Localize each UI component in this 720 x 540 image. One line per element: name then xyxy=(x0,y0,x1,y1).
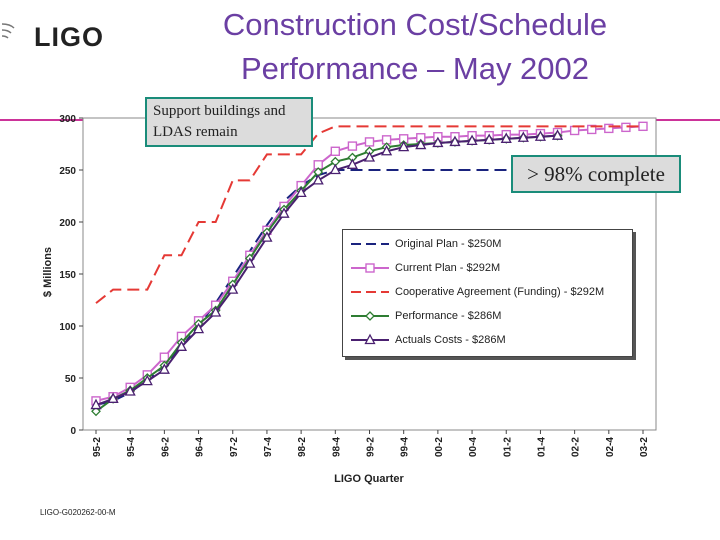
data-point xyxy=(551,129,564,140)
data-point xyxy=(365,263,375,273)
data-point xyxy=(517,131,529,142)
legend-item: Performance - $286M xyxy=(349,306,631,326)
y-tick-label: 200 xyxy=(59,218,76,229)
data-point xyxy=(381,144,393,156)
legend-item: Actuals Costs - $286M xyxy=(349,330,631,350)
callout-complete: > 98% complete xyxy=(511,155,681,193)
legend-swatch xyxy=(351,263,389,273)
y-tick-label: 50 xyxy=(65,374,77,385)
series-line xyxy=(95,169,558,407)
x-tick-label: 98-4 xyxy=(331,437,342,457)
data-point xyxy=(638,121,648,132)
logo-text: LIGO xyxy=(34,22,104,52)
page-title: Construction Cost/Schedule Performance –… xyxy=(150,3,680,91)
callout-buildings: Support buildings and LDAS remain xyxy=(145,97,313,147)
data-point xyxy=(347,141,358,151)
x-tick-label: 02-2 xyxy=(571,437,582,457)
x-tick-label: 96-4 xyxy=(195,437,206,457)
x-tick-label: 01-2 xyxy=(502,437,513,457)
data-point xyxy=(346,158,358,169)
x-tick-label: 99-2 xyxy=(366,437,377,457)
data-point xyxy=(90,398,102,410)
data-point xyxy=(534,130,547,141)
data-point xyxy=(124,385,136,396)
x-tick-label: 97-2 xyxy=(229,437,240,457)
legend-item: Original Plan - $250M xyxy=(349,234,631,254)
data-point xyxy=(295,186,307,198)
title-line-1: Construction Cost/Schedule xyxy=(222,7,608,42)
y-tick-label: 300 xyxy=(59,114,76,125)
legend-label: Actuals Costs - $286M xyxy=(395,334,506,346)
legend-swatch xyxy=(351,291,389,293)
data-point xyxy=(329,163,341,175)
ligo-logo xyxy=(0,22,34,61)
data-point xyxy=(141,374,153,386)
series-0 xyxy=(95,169,558,407)
legend-item: Cooperative Agreement (Funding) - $292M xyxy=(349,282,631,302)
data-point xyxy=(398,140,410,152)
legend-label: Original Plan - $250M xyxy=(395,238,502,250)
title-line-2: Performance – May 2002 xyxy=(240,51,590,86)
legend-label: Cooperative Agreement (Funding) - $292M xyxy=(395,286,605,298)
data-point xyxy=(449,135,461,147)
data-point xyxy=(107,392,119,403)
y-tick-label: 150 xyxy=(59,270,76,281)
data-point xyxy=(365,311,375,321)
x-tick-label: 01-4 xyxy=(536,437,547,457)
chart-legend: Original Plan - $250M Current Plan - $29… xyxy=(342,229,633,357)
y-axis-label: $ Millions xyxy=(42,247,54,297)
data-point xyxy=(261,231,273,242)
x-tick-label: 99-4 xyxy=(400,437,411,457)
x-tick-label: 02-4 xyxy=(605,437,616,457)
legend-item: Current Plan - $292M xyxy=(349,258,631,278)
legend-swatch xyxy=(351,243,389,245)
data-point xyxy=(312,174,324,185)
data-point xyxy=(604,123,614,134)
legend-swatch xyxy=(351,333,389,345)
data-point xyxy=(227,283,239,294)
data-point xyxy=(158,363,170,374)
x-tick-label: 95-2 xyxy=(92,437,103,457)
series-4 xyxy=(90,129,564,410)
legend-label: Current Plan - $292M xyxy=(395,262,501,274)
x-tick-label: 98-2 xyxy=(297,437,308,457)
x-axis-label: LIGO Quarter xyxy=(334,473,404,485)
data-point xyxy=(278,207,290,218)
x-tick-label: 00-2 xyxy=(434,437,445,457)
legend-swatch xyxy=(351,311,389,321)
data-point xyxy=(210,306,222,317)
x-tick-label: 96-2 xyxy=(160,437,171,457)
x-tick-label: 00-4 xyxy=(468,437,479,457)
data-point xyxy=(500,132,512,143)
data-point xyxy=(483,133,495,144)
logo-icon xyxy=(1,23,15,39)
x-tick-label: 95-4 xyxy=(126,437,137,457)
data-point xyxy=(159,352,170,362)
x-tick-label: 97-4 xyxy=(263,437,274,457)
data-point xyxy=(192,322,205,334)
y-tick-label: 250 xyxy=(59,166,76,177)
data-point xyxy=(415,138,427,150)
data-point xyxy=(621,122,631,133)
data-point xyxy=(363,151,376,162)
x-tick-label: 03-2 xyxy=(639,437,650,457)
legend-label: Performance - $286M xyxy=(395,310,502,322)
data-point xyxy=(569,125,580,136)
document-id: LIGO-G020262-00-M xyxy=(40,508,116,517)
data-point xyxy=(364,333,376,345)
data-point xyxy=(432,136,444,148)
y-tick-label: 100 xyxy=(59,322,76,333)
series-line xyxy=(95,134,558,406)
data-point xyxy=(364,137,375,147)
data-point xyxy=(175,340,188,351)
y-tick-label: 0 xyxy=(70,426,76,437)
data-point xyxy=(330,146,341,156)
data-point xyxy=(244,257,256,268)
data-point xyxy=(91,406,101,417)
data-point xyxy=(466,134,478,146)
